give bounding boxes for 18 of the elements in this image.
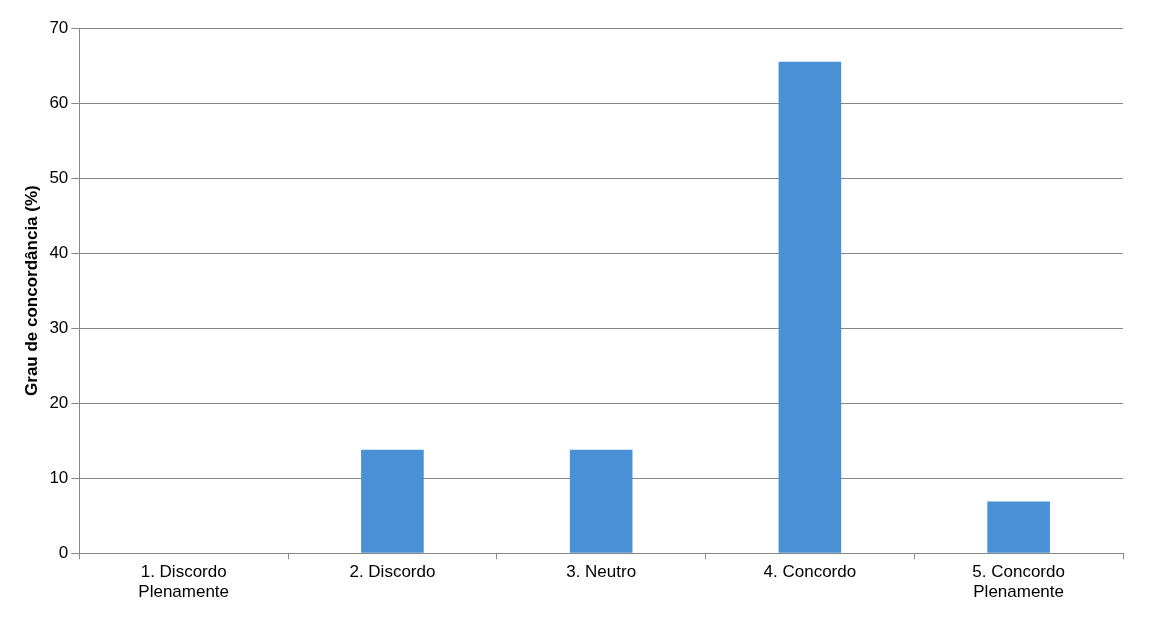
y-tick-label: 10 bbox=[49, 467, 69, 487]
y-tick-label: 50 bbox=[49, 167, 69, 187]
x-tick-label: 3. Neutro bbox=[566, 562, 637, 582]
y-tick-label: 60 bbox=[49, 92, 69, 112]
y-tick-label: 20 bbox=[49, 392, 69, 412]
y-tick-label: 0 bbox=[58, 542, 69, 562]
y-axis-title: Grau de concordância (%) bbox=[21, 185, 41, 396]
y-tick-label: 30 bbox=[49, 317, 69, 337]
y-tick-label: 40 bbox=[49, 242, 69, 262]
x-tick-label: 2. Discordo bbox=[349, 562, 436, 582]
x-tick-label: 5. Concordo Plenamente bbox=[972, 562, 1065, 602]
x-tick-label: 1. Discordo Plenamente bbox=[138, 562, 230, 602]
bar bbox=[778, 61, 842, 553]
bar bbox=[361, 449, 424, 553]
bar bbox=[569, 449, 633, 553]
bar bbox=[987, 501, 1050, 553]
x-tick-label: 4. Concordo bbox=[763, 562, 857, 582]
y-tick-label: 70 bbox=[49, 17, 69, 37]
